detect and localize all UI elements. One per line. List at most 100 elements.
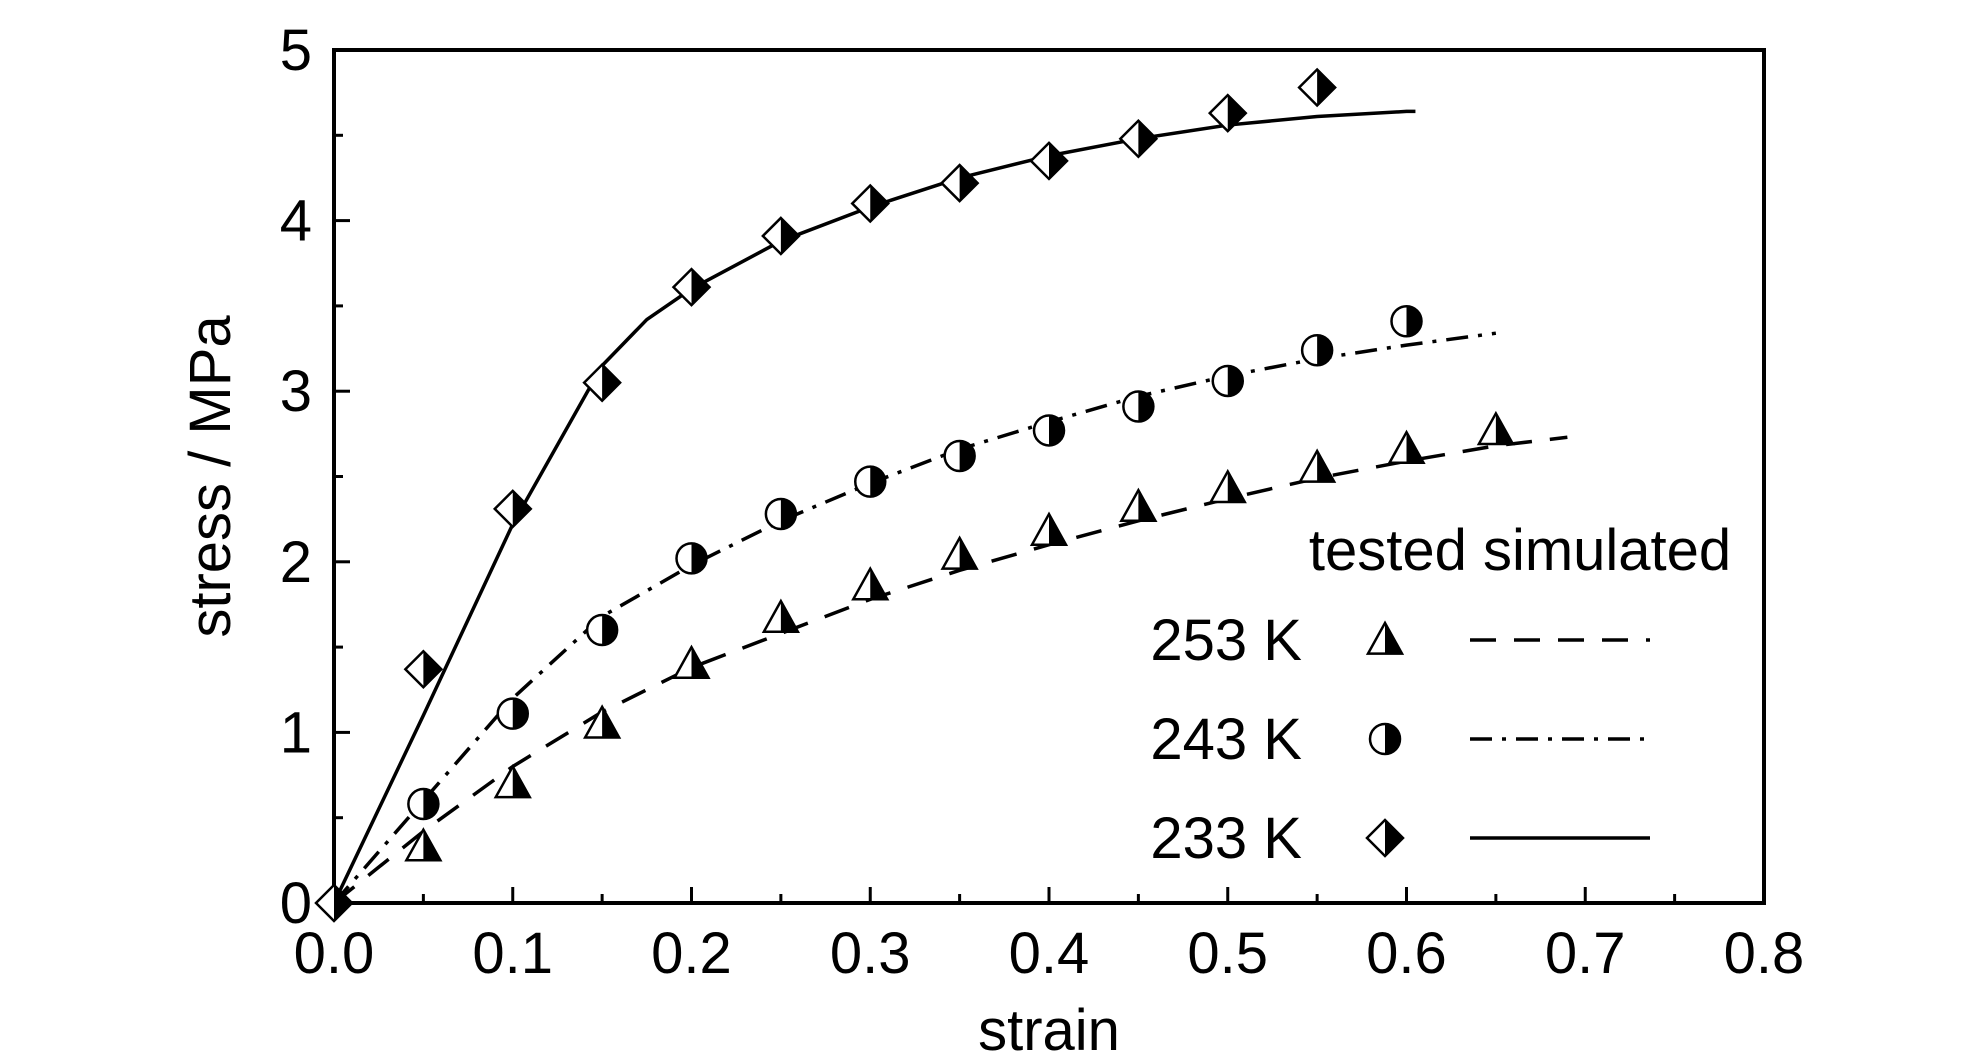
tested-point (492, 489, 533, 529)
tested-point (764, 497, 798, 531)
marker-fill (1495, 413, 1513, 445)
marker-fill (870, 466, 886, 497)
marker-fill (780, 601, 798, 632)
tested-point (675, 542, 708, 575)
tested-point (1298, 448, 1337, 483)
tested-point (496, 697, 529, 730)
marker-fill (1406, 306, 1422, 337)
marker-fill (691, 269, 710, 306)
tested-point (1029, 141, 1069, 181)
marker-fill (870, 185, 889, 222)
y-tick-label: 5 (280, 18, 312, 83)
marker-fill (1406, 432, 1424, 463)
marker-fill (780, 499, 796, 530)
legend: tested simulated 253 K 243 K 233 K (1150, 518, 1731, 871)
y-axis-label: stress / MPa (178, 315, 243, 638)
marker-fill (959, 537, 977, 569)
tested-point (493, 764, 532, 799)
marker-fill (870, 568, 888, 600)
x-tick-label: 0.3 (830, 921, 911, 986)
legend-marker (1365, 620, 1405, 655)
tested-point (583, 704, 622, 739)
origin-point (314, 883, 354, 923)
tested-point (585, 613, 619, 647)
marker-fill (1385, 623, 1402, 654)
marker-fill (1385, 820, 1403, 856)
marker-fill (423, 789, 439, 820)
tested-point (671, 267, 712, 307)
tested-point (1207, 93, 1248, 133)
tested-point (1119, 487, 1158, 523)
tested-point (761, 216, 801, 256)
marker-fill (423, 651, 442, 688)
marker-fill (423, 829, 441, 861)
marker-fill (1317, 450, 1335, 482)
marker-fill (1227, 365, 1243, 396)
tested-point (1208, 468, 1247, 504)
y-tick-label: 2 (280, 530, 312, 595)
y-tick-label: 3 (280, 359, 312, 424)
tested-point (1476, 410, 1515, 446)
x-tick-label: 0.7 (1545, 921, 1626, 986)
legend-label: 233 K (1150, 806, 1302, 871)
y-tick-label: 4 (280, 189, 312, 254)
tested-point (854, 465, 887, 498)
marker-fill (691, 647, 709, 678)
y-axis-ticks: 0 1 2 3 4 5 (280, 18, 350, 936)
tested-point (943, 439, 976, 473)
tested-point (582, 362, 622, 403)
tested-point (1029, 511, 1069, 546)
tested-markers (314, 67, 1515, 923)
marker-fill (1227, 471, 1245, 503)
tested-point (407, 787, 440, 821)
tested-point (1300, 334, 1334, 367)
simulated-line-0 (332, 435, 1568, 905)
marker-fill (959, 441, 975, 472)
legend-header: tested simulated (1309, 518, 1731, 583)
tested-point (404, 827, 443, 862)
tested-point (761, 598, 800, 633)
marker-fill (602, 615, 618, 646)
marker-fill (1049, 514, 1066, 545)
marker-fill (512, 490, 531, 527)
marker-fill (512, 698, 528, 729)
x-tick-label: 0.4 (1009, 921, 1090, 986)
marker-fill (1385, 724, 1400, 754)
tested-point (1122, 390, 1155, 423)
x-tick-label: 0.2 (651, 921, 732, 986)
x-tick-label: 0.8 (1724, 921, 1805, 986)
marker-fill (1049, 415, 1064, 446)
marker-fill (1227, 95, 1246, 132)
tested-point (1118, 118, 1159, 159)
tested-point (850, 183, 891, 224)
marker-fill (959, 165, 978, 202)
marker-fill (512, 766, 530, 798)
tested-point (1297, 67, 1337, 108)
x-tick-label: 0.1 (472, 921, 553, 986)
tested-point (403, 649, 444, 690)
legend-label: 253 K (1150, 608, 1302, 673)
x-axis-label: strain (978, 998, 1120, 1063)
tested-point (939, 163, 980, 203)
tested-point (851, 566, 890, 601)
marker-fill (1138, 120, 1157, 157)
legend-label: 243 K (1150, 707, 1302, 772)
marker-fill (780, 217, 799, 254)
marker-fill (602, 706, 620, 738)
legend-marker (1365, 818, 1405, 858)
x-axis-ticks: 0.0 0.1 0.2 0.3 0.4 0.5 0.6 0.7 0.8 (294, 887, 1805, 986)
tested-point (1387, 429, 1426, 465)
marker-fill (602, 364, 621, 401)
marker-fill (691, 543, 707, 574)
x-tick-label: 0.6 (1366, 921, 1447, 986)
tested-point (1390, 305, 1423, 338)
marker-fill (1138, 391, 1154, 422)
marker-fill (1049, 142, 1067, 179)
tested-point (1211, 364, 1244, 398)
marker-fill (1317, 69, 1336, 106)
x-tick-label: 0.0 (294, 921, 375, 986)
y-tick-label: 1 (280, 700, 312, 765)
marker-fill (334, 885, 352, 921)
legend-marker (1368, 722, 1402, 756)
